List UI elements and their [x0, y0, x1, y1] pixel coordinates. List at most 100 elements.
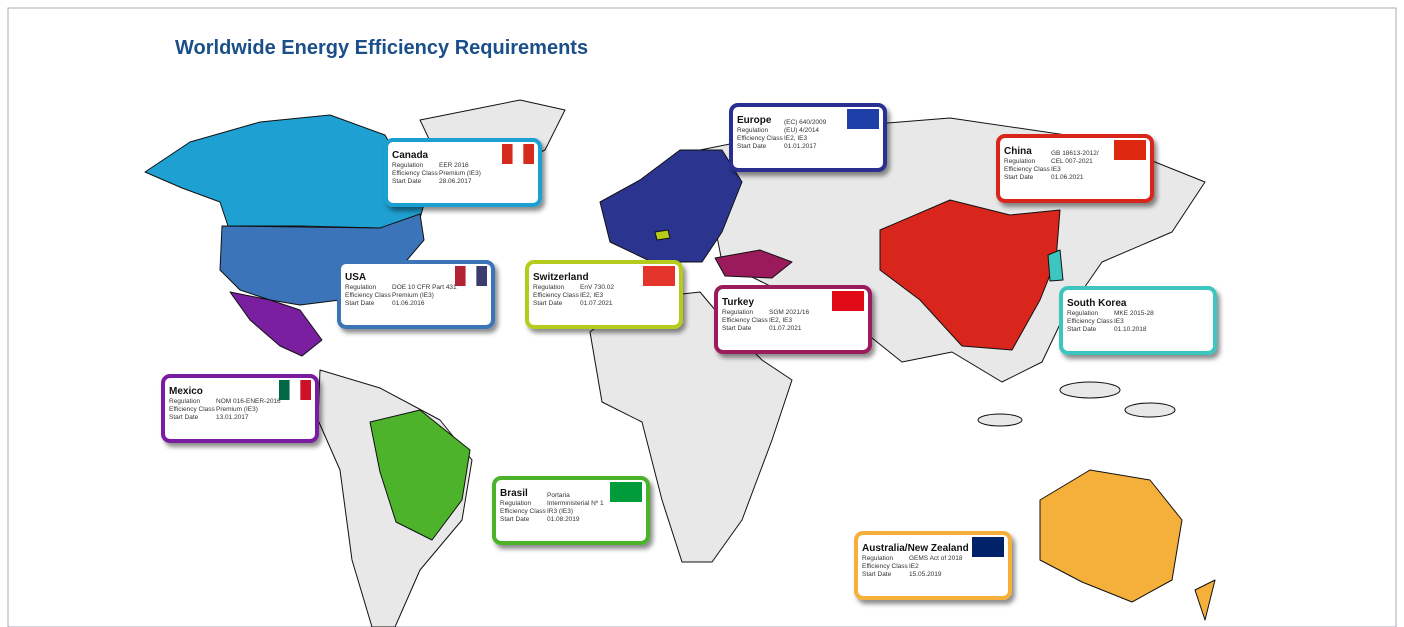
- row-value: 01.07.2021: [580, 300, 613, 307]
- row-value: DOE 10 CFR Part 431: [392, 284, 457, 291]
- flag: [1114, 140, 1146, 160]
- island: [1124, 402, 1176, 418]
- flag: [465, 266, 477, 286]
- row-label: Start Date: [862, 571, 892, 578]
- card-box: [384, 138, 542, 207]
- row-value: Portaria: [547, 492, 570, 499]
- row-value: GEMS Act of 2018: [909, 555, 963, 562]
- card-box: [525, 260, 683, 329]
- africa: [589, 291, 793, 563]
- row-label: Efficiency Class: [1004, 166, 1051, 173]
- row-value: Premium (IE3): [216, 406, 258, 413]
- row-label: Efficiency Class: [722, 317, 769, 324]
- flag: [610, 482, 642, 502]
- row-label: Regulation: [1004, 158, 1035, 165]
- row-value: (EU) 4/2014: [784, 127, 819, 134]
- card-name: Mexico: [169, 386, 203, 397]
- card-box: [337, 260, 495, 329]
- row-value: 28.06.2017: [439, 178, 472, 185]
- row-value: Premium (IE3): [439, 170, 481, 177]
- flag: [523, 144, 534, 164]
- row-label: Start Date: [392, 178, 422, 185]
- card-box: [729, 103, 887, 172]
- row-label: Regulation: [737, 127, 768, 134]
- card-box: [996, 134, 1154, 203]
- row-value: IE2, IE3: [580, 292, 604, 299]
- europe: [599, 149, 743, 263]
- flag: [279, 380, 290, 400]
- china: [879, 199, 1061, 351]
- card-box: [492, 476, 650, 545]
- south-korea: [1047, 249, 1064, 282]
- row-label: Efficiency Class: [1067, 318, 1114, 325]
- flag: [300, 380, 311, 400]
- row-label: Efficiency Class: [533, 292, 580, 299]
- row-label: Regulation: [500, 500, 531, 507]
- flag: [289, 380, 301, 400]
- row-label: Efficiency Class: [862, 563, 909, 570]
- row-value: Premium (IE3): [392, 292, 434, 299]
- flag: [832, 291, 864, 311]
- row-value: 13.01.2017: [216, 414, 249, 421]
- row-label: Regulation: [722, 309, 753, 316]
- card-name: Turkey: [722, 297, 754, 308]
- flag: [512, 144, 524, 164]
- flag: [643, 266, 675, 286]
- row-value: 01.10.2018: [1114, 326, 1147, 333]
- row-value: (EC) 640/2009: [784, 119, 827, 126]
- row-value: Interministerial Nº 1: [547, 500, 604, 507]
- row-value: IE2: [909, 563, 919, 570]
- card-name: Canada: [392, 150, 429, 161]
- row-label: Start Date: [1067, 326, 1097, 333]
- row-value: IE3: [1114, 318, 1124, 325]
- card-name: Switzerland: [533, 272, 589, 283]
- island: [977, 413, 1023, 427]
- row-value: 01.07.2021: [769, 325, 802, 332]
- row-value: EER 2016: [439, 162, 469, 169]
- row-value: 01.06.2021: [1051, 174, 1084, 181]
- card-name: China: [1004, 146, 1032, 157]
- row-value: IR3 (IE3): [547, 508, 573, 515]
- row-value: IE2, IE3: [784, 135, 808, 142]
- card-name: Europe: [737, 115, 772, 126]
- brazil: [369, 409, 471, 541]
- row-value: CEL 007-2021: [1051, 158, 1093, 165]
- row-value: 01.08.2019: [547, 516, 580, 523]
- title: Worldwide Energy Efficiency Requirements: [175, 37, 588, 59]
- row-value: IE3: [1051, 166, 1061, 173]
- card-name: Australia/New Zealand: [862, 543, 969, 554]
- row-label: Efficiency Class: [392, 170, 439, 177]
- australia: [1039, 469, 1183, 603]
- row-label: Regulation: [862, 555, 893, 562]
- flag: [847, 109, 879, 129]
- row-label: Efficiency Class: [500, 508, 547, 515]
- row-label: Regulation: [345, 284, 376, 291]
- row-label: Regulation: [392, 162, 423, 169]
- row-value: IE2, IE3: [769, 317, 793, 324]
- card-name: USA: [345, 272, 366, 283]
- row-label: Start Date: [1004, 174, 1034, 181]
- row-label: Start Date: [345, 300, 375, 307]
- island: [1059, 381, 1121, 399]
- card-name: South Korea: [1067, 298, 1127, 309]
- row-label: Start Date: [722, 325, 752, 332]
- row-label: Regulation: [533, 284, 564, 291]
- row-label: Efficiency Class: [169, 406, 216, 413]
- row-value: 15.05.2019: [909, 571, 942, 578]
- flag: [1177, 292, 1209, 312]
- row-label: Efficiency Class: [345, 292, 392, 299]
- row-label: Start Date: [737, 143, 767, 150]
- switzerland: [654, 229, 671, 241]
- row-value: MKE 2015-28: [1114, 310, 1154, 317]
- row-value: 01.01.2017: [784, 143, 817, 150]
- row-value: GB 18613-2012/: [1051, 150, 1099, 157]
